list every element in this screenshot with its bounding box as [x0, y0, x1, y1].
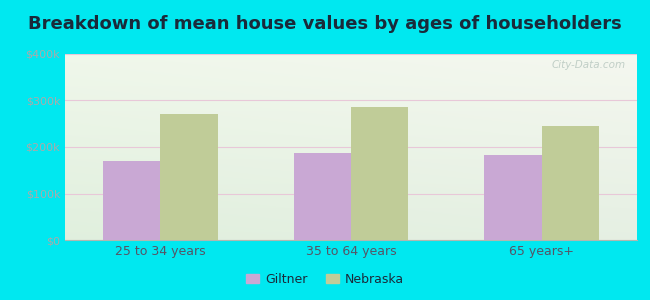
Text: Breakdown of mean house values by ages of householders: Breakdown of mean house values by ages o…: [28, 15, 622, 33]
Bar: [351, 106, 408, 240]
Bar: [161, 113, 218, 240]
Bar: [541, 126, 599, 240]
Bar: [294, 153, 351, 240]
Bar: [103, 161, 161, 240]
Bar: [484, 155, 541, 240]
Legend: Giltner, Nebraska: Giltner, Nebraska: [241, 268, 409, 291]
Text: City-Data.com: City-Data.com: [551, 60, 625, 70]
